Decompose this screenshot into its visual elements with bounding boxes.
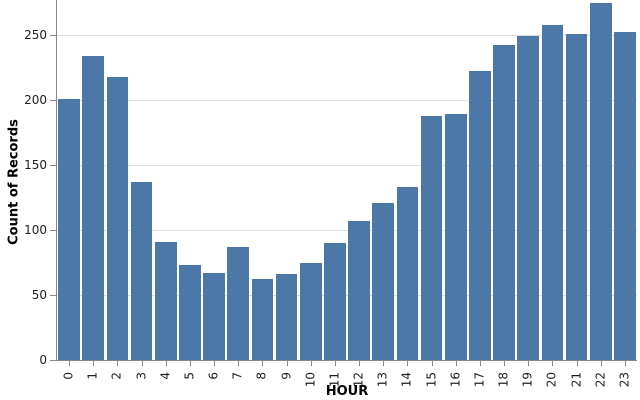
bar-hour-0 [58,98,80,360]
y-tick [50,295,56,297]
x-tick [141,361,143,366]
bar-hour-21 [565,33,588,360]
x-tick-label: 4 [158,372,173,380]
x-tick-label: 20 [544,372,559,388]
bar-hour-12 [348,220,370,360]
bar-hour-14 [396,187,419,360]
y-tick [50,360,56,361]
bar-hour-2 [106,76,129,360]
x-tick-label: 17 [472,372,487,388]
bar-hour-3 [130,181,153,360]
bar-hour-18 [493,45,515,360]
x-tick [310,361,312,366]
x-tick-label: 3 [134,372,149,380]
y-tick-label: 50 [31,287,47,302]
x-tick-label: 2 [109,372,124,380]
x-tick [624,361,626,366]
bar-hour-11 [324,243,346,360]
x-axis-line [56,360,637,361]
x-tick [69,361,71,366]
bar-hour-1 [82,55,105,360]
x-tick-label: 12 [351,372,366,388]
bar-hour-6 [203,272,225,360]
x-tick [93,361,95,366]
gridline [57,295,637,297]
x-tick [600,361,602,366]
y-axis-line [56,0,57,360]
x-tick-label: 9 [279,372,294,380]
bar-hour-16 [444,114,467,360]
x-tick-label: 10 [303,372,318,388]
bar-hour-7 [227,246,250,360]
x-tick [238,361,240,366]
x-tick [117,361,119,366]
bar-hour-22 [589,2,612,360]
bar-hour-9 [275,274,298,360]
x-tick [286,361,288,366]
x-tick-label: 13 [375,372,390,388]
x-tick [383,361,385,366]
y-tick [50,35,56,37]
x-tick-label: 1 [85,372,100,380]
gridline [57,230,637,232]
x-tick [479,361,481,366]
x-tick [407,361,409,366]
gridline [57,100,637,102]
x-tick [189,361,191,366]
y-tick [50,230,56,232]
x-tick-label: 7 [230,372,245,380]
x-tick [552,361,554,366]
y-tick [50,165,56,167]
x-tick-label: 14 [399,372,414,388]
x-tick-label: 18 [496,372,511,388]
bar-hour-13 [372,202,395,360]
x-tick-label: 0 [61,372,76,380]
x-tick [334,361,336,366]
x-tick-label: 6 [206,372,221,380]
bar-hour-23 [614,32,636,360]
x-tick-label: 21 [569,372,584,388]
y-tick-label: 0 [39,352,47,367]
x-tick [359,361,361,366]
bar-hour-5 [179,265,201,360]
y-tick-label: 200 [24,92,47,107]
bar-hour-19 [517,36,540,360]
plot-area [57,0,637,360]
gridline [57,35,637,37]
x-tick-label: 15 [424,372,439,388]
x-tick [431,361,433,366]
x-tick-label: 8 [254,372,269,380]
bar-hour-17 [469,71,491,360]
x-tick-label: 22 [593,372,608,388]
x-tick [455,361,457,366]
bar-hour-8 [251,279,274,360]
x-tick-label: 23 [617,372,632,388]
x-tick [165,361,167,366]
bar-hour-10 [299,262,322,360]
x-tick [262,361,264,366]
x-tick-label: 5 [182,372,197,380]
gridline [57,165,637,167]
x-tick [576,361,578,366]
x-tick [528,361,530,366]
bar-hour-15 [420,115,443,360]
bar-hour-20 [541,24,564,360]
x-tick-label: 16 [448,372,463,388]
x-tick [214,361,216,366]
x-tick [504,361,506,366]
bar-hour-4 [154,241,177,360]
x-axis-title: HOUR [325,384,369,399]
y-tick-label: 250 [24,27,47,42]
y-tick [50,100,56,102]
y-tick-label: 150 [24,157,47,172]
x-tick-label: 11 [327,372,342,388]
y-tick-label: 100 [24,222,47,237]
x-tick-label: 19 [520,372,535,388]
